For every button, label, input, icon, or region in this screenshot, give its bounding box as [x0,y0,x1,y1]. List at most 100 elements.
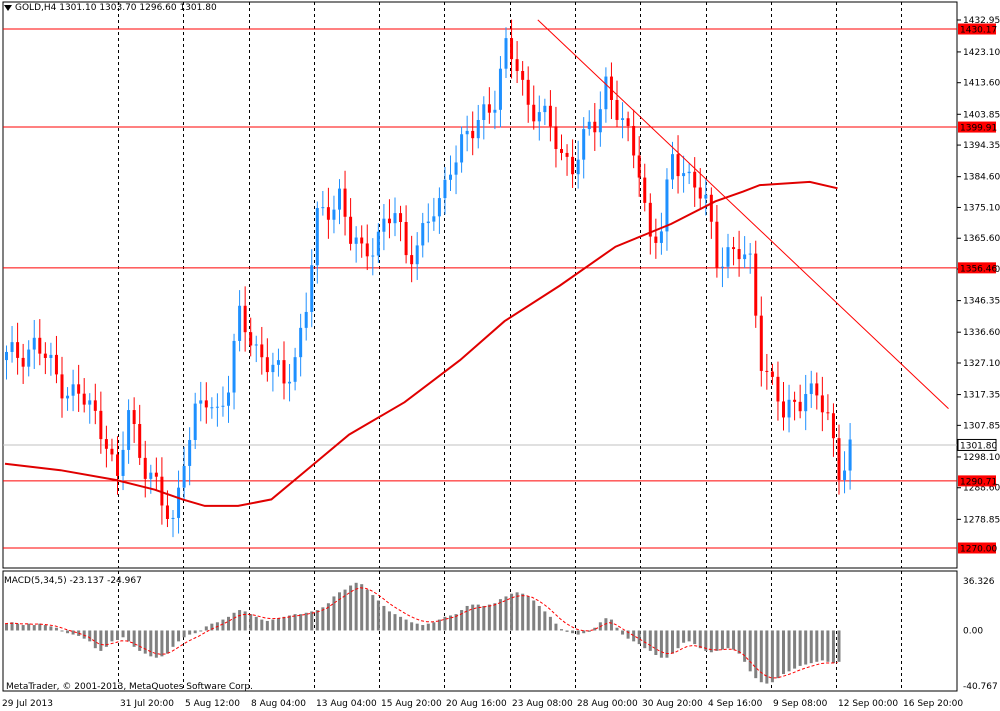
candle-body [798,401,802,412]
candle-body [693,171,697,188]
price-tick-label: 1346.35 [963,297,1000,307]
macd-histogram-bar [665,630,669,658]
candle-body [343,188,347,217]
candle-body [654,236,658,243]
macd-histogram-bar [116,630,119,641]
macd-histogram-bar [349,585,353,631]
candle-body [215,406,219,408]
candle-body [293,357,297,382]
candle-body [465,130,469,135]
candle-body [210,407,214,409]
level-price-label: 1356.46 [960,264,997,274]
macd-histogram-bar [498,599,502,631]
macd-histogram-bar [593,627,597,631]
candle-body [715,221,719,268]
macd-histogram-bar [338,592,341,631]
candle-body [449,174,452,180]
macd-histogram-bar [476,604,480,631]
macd-histogram-bar [504,596,508,631]
trendline [537,19,949,410]
candle-body [99,410,103,440]
macd-histogram-bar [77,630,81,636]
price-tick-label: 1413.60 [963,79,1000,89]
macd-histogram-bar [759,630,763,683]
macd-histogram-bar [560,629,563,631]
macd-histogram-bar [54,627,58,631]
macd-histogram-bar [576,630,580,635]
macd-histogram-bar [826,630,830,662]
macd-histogram-bar [565,630,569,632]
macd-histogram-bar [820,630,824,661]
time-axis-label: 15 Aug 20:00 [381,699,442,709]
candle-body [454,162,458,175]
candle-body [404,221,408,256]
macd-histogram-bar [798,630,802,666]
macd-tick-label: -40.767 [963,682,998,692]
candle-body [110,448,114,455]
macd-histogram-bar [648,630,652,651]
candle-body [593,121,597,133]
candle-body [88,400,92,405]
candle-body [498,68,502,110]
main-pane-frame [2,1,958,569]
candle-body [720,266,724,268]
macd-histogram-bar [621,630,625,635]
candle-body [476,119,480,139]
macd-histogram-bar [582,630,586,634]
candle-body [321,207,325,209]
macd-histogram-bar [659,630,663,658]
macd-histogram-bar [271,619,275,631]
candle-body [338,188,341,210]
candle-body [543,105,547,113]
macd-histogram-bar [276,618,280,631]
macd-histogram-bar [382,605,386,631]
candle-body [77,384,81,394]
macd-histogram-bar [637,630,641,645]
candle-body [43,353,47,358]
candle-body [138,424,142,458]
price-tick-label: 1288.60 [963,484,1000,494]
time-axis-label: 29 Jul 2013 [2,699,53,709]
macd-histogram-bar [132,630,136,647]
macd-histogram-bar [571,630,575,634]
candle-body [21,357,25,367]
candle-body [576,159,580,175]
macd-histogram-bar [626,630,630,639]
candle-body [249,332,253,346]
time-axis-label: 13 Aug 04:00 [316,699,377,709]
candle-body [360,237,364,244]
candle-body [182,465,186,488]
macd-histogram-bar [765,630,769,684]
macd-histogram-bar [465,605,469,631]
macd-histogram-bar [304,612,308,631]
candle-body [770,371,774,377]
macd-histogram-bar [787,630,791,672]
macd-histogram-bar [93,630,97,649]
candle-body [831,413,835,439]
candle-body [5,351,8,361]
candle-body [116,454,119,476]
macd-histogram-bar [260,619,264,631]
macd-histogram-bar [227,616,230,631]
candle-body [765,370,769,372]
dropdown-triangle-icon[interactable] [4,4,12,11]
macd-histogram-bar [232,612,236,631]
macd-histogram-bar [160,630,164,657]
macd-histogram-bar [199,630,203,632]
macd-histogram-bar [99,630,103,651]
macd-histogram-bar [10,622,14,631]
candle-body [565,152,569,157]
candle-body [460,134,464,163]
candle-body [260,344,264,358]
candle-body [121,449,125,476]
candle-body [243,305,247,333]
candle-body [809,383,813,395]
time-axis-label: 12 Sep 00:00 [838,699,898,709]
candle-body [271,364,275,373]
macd-histogram-bar [315,610,319,631]
macd-tick-label: 36.326 [963,577,995,587]
candle-body [443,179,447,199]
macd-histogram-bar [393,614,397,631]
macd-histogram-bar [32,625,36,631]
